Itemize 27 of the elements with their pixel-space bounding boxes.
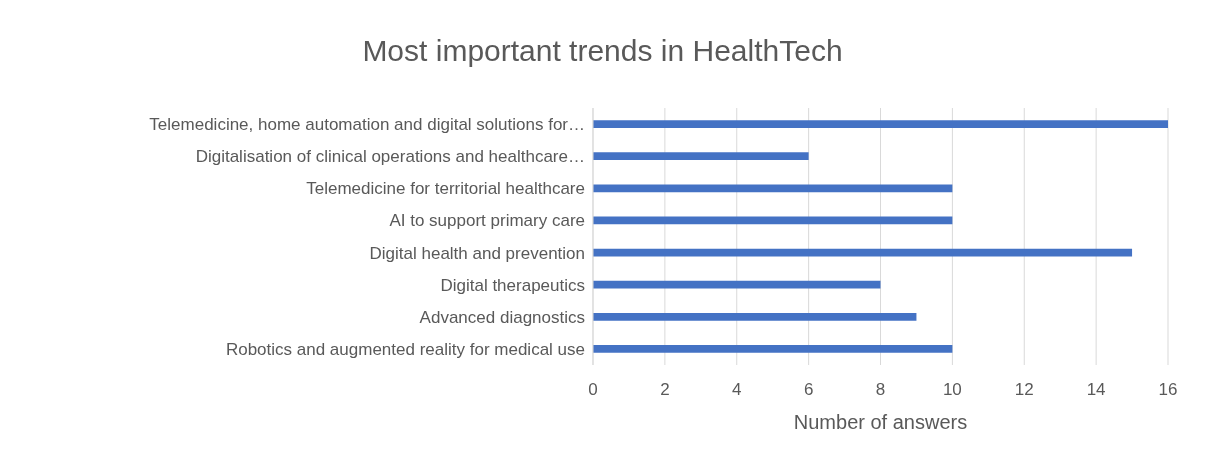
x-tick-label: 4: [732, 380, 742, 400]
x-tick-label: 0: [588, 380, 598, 400]
bar: [593, 345, 953, 353]
chart-title: Most important trends in HealthTech: [361, 34, 844, 68]
x-tick-label: 10: [942, 380, 962, 400]
y-tick-label: AI to support primary care: [389, 211, 585, 231]
x-tick-label: 8: [875, 380, 886, 400]
bar: [593, 184, 953, 193]
bar: [593, 312, 917, 321]
bar: [593, 120, 1168, 128]
bar: [593, 248, 1133, 257]
x-tick-label: 12: [1014, 380, 1034, 400]
bar: [593, 152, 809, 161]
x-tick-label: 2: [660, 380, 670, 400]
y-tick-label: Digitalisation of clinical operations and healthcare…: [195, 147, 585, 167]
y-tick-label: Advanced diagnostics: [419, 307, 585, 327]
bar: [593, 216, 953, 225]
bar: [593, 280, 881, 289]
y-tick-label: Telemedicine for territorial healthcare: [306, 179, 585, 199]
y-tick-label: Digital therapeutics: [440, 275, 585, 295]
x-tick-label: 14: [1086, 380, 1106, 400]
x-tick-label: 6: [803, 380, 814, 400]
x-axis-title: Number of answers: [793, 411, 968, 433]
y-tick-label: Telemedicine, home automation and digital solutions for…: [149, 115, 585, 135]
x-tick-label: 16: [1158, 380, 1178, 400]
y-tick-label: Robotics and augmented reality for medical use: [225, 339, 585, 359]
y-tick-label: Digital health and prevention: [369, 243, 585, 263]
